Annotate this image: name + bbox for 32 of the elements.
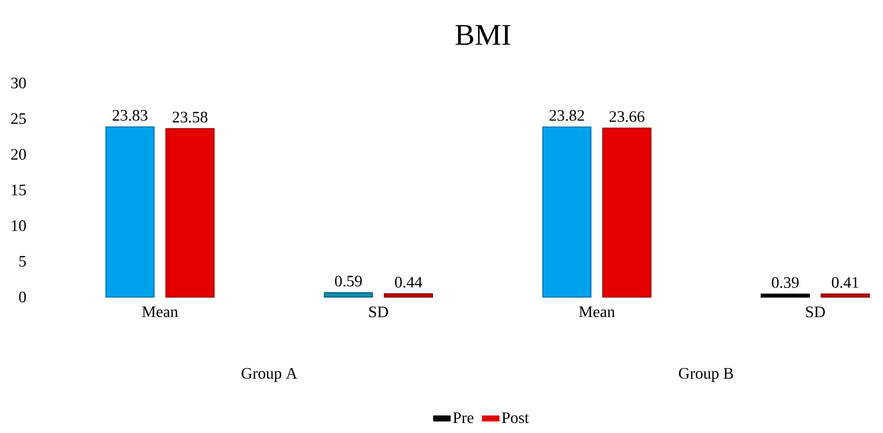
data-label: 23.66: [610, 111, 644, 122]
bar: [602, 128, 652, 298]
data-label: 23.83: [112, 110, 148, 121]
y-tick-label: 5: [19, 256, 26, 267]
text: Group A: [242, 368, 298, 382]
x-tick-label: SD: [806, 306, 825, 318]
y-tick-label: 25: [11, 113, 26, 124]
bar: [820, 293, 870, 298]
chart-title: BMI: [456, 25, 510, 45]
y-tick-label: 20: [11, 148, 26, 160]
text: Group B: [678, 368, 734, 382]
data-label: 23.82: [550, 110, 584, 121]
bar: [384, 293, 434, 298]
bar: [105, 126, 155, 298]
bar: [760, 294, 810, 298]
bar: [324, 292, 374, 298]
y-tick-label: 10: [12, 220, 26, 232]
x-tick-label: Mean: [579, 306, 615, 318]
x-tick-label: SD: [369, 306, 388, 318]
data-label: 23.58: [172, 112, 208, 123]
bar: [542, 126, 592, 298]
data-label: 0.44: [395, 276, 422, 288]
data-label: 0.39: [772, 277, 799, 288]
data-label: 0.41: [832, 277, 858, 288]
y-tick-label: 15: [12, 184, 26, 196]
x-tick-label: Mean: [142, 306, 178, 318]
data-label: 0.59: [335, 276, 362, 287]
legend-label: Post: [502, 412, 529, 424]
y-tick-label: 0: [19, 292, 26, 302]
legend-label: Pre: [453, 412, 474, 424]
bar: [165, 128, 215, 298]
y-tick-label: 30: [11, 78, 26, 88]
